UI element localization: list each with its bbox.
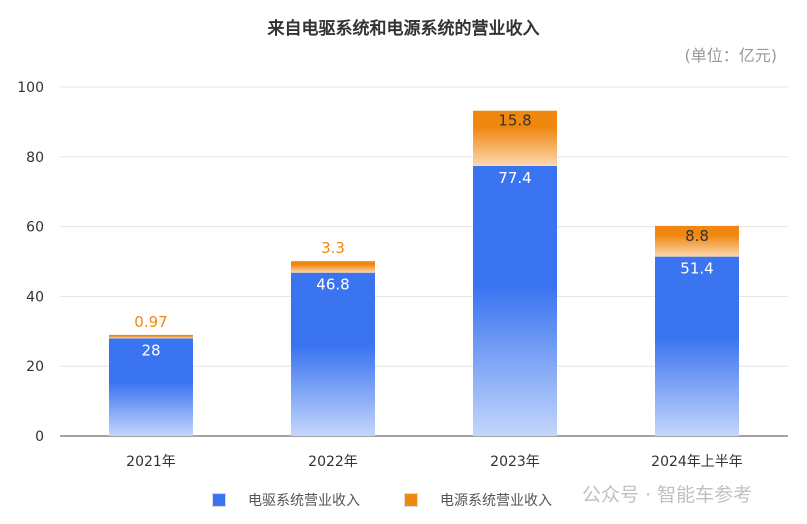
x-tick-label: 2023年 (490, 454, 540, 470)
bar-power (291, 261, 375, 273)
x-tick-label: 2021年 (126, 454, 176, 470)
bar-power (473, 110, 557, 166)
legend-label-drive: 电驱系统营业收入 (248, 493, 360, 509)
bar-drive (473, 165, 557, 436)
legend-swatch-drive (212, 493, 226, 507)
x-tick-label: 2022年 (308, 454, 358, 470)
bar-drive (109, 338, 193, 436)
data-label-drive: 77.4 (498, 169, 531, 187)
data-label-power: 15.8 (498, 112, 531, 130)
data-label-drive: 46.8 (316, 276, 349, 294)
bar-power (655, 225, 739, 257)
bar-power (109, 334, 193, 339)
y-tick-label: 60 (26, 220, 44, 236)
legend-swatch-power (404, 493, 418, 507)
data-label-power: 8.8 (685, 227, 709, 245)
legend-item-power[interactable]: 电源系统营业收入 (404, 490, 552, 510)
legend: 电驱系统营业收入 电源系统营业收入 (212, 490, 552, 510)
bar-drive (291, 272, 375, 436)
data-label-drive: 51.4 (680, 260, 713, 278)
unit-label: (单位：亿元) (684, 46, 778, 65)
chart-title: 来自电驱系统和电源系统的营业收入 (267, 19, 540, 39)
data-label-power: 0.97 (134, 313, 167, 331)
data-label-drive: 28 (141, 341, 160, 359)
y-tick-label: 40 (26, 289, 44, 305)
y-tick-label: 0 (35, 429, 44, 445)
legend-item-drive[interactable]: 电驱系统营业收入 (212, 490, 360, 510)
watermark: 公众号 · 智能车参考 (582, 484, 753, 506)
bar-drive (655, 256, 739, 436)
y-tick-label: 100 (17, 80, 44, 96)
x-tick-label: 2024年上半年 (651, 454, 743, 470)
y-tick-label: 80 (26, 150, 44, 166)
data-label-power: 3.3 (321, 239, 345, 257)
y-tick-label: 20 (26, 359, 44, 375)
legend-label-power: 电源系统营业收入 (440, 493, 552, 509)
